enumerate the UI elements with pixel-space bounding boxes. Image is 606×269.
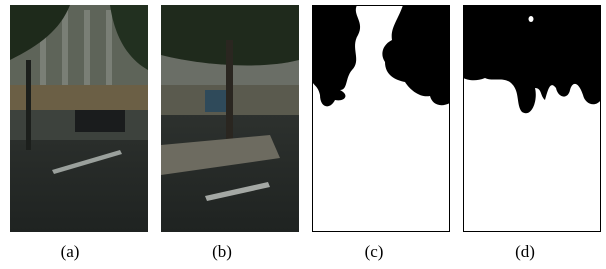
photo-b xyxy=(161,5,299,232)
caption: (c) xyxy=(365,242,384,261)
photo-a xyxy=(10,5,148,232)
figure: (a) (b) (c) (d) xyxy=(0,0,606,269)
caption: (a) xyxy=(61,242,80,261)
mask-d xyxy=(463,5,601,232)
caption: (d) xyxy=(515,242,535,261)
caption: (b) xyxy=(212,242,232,261)
mask-c xyxy=(312,5,450,232)
